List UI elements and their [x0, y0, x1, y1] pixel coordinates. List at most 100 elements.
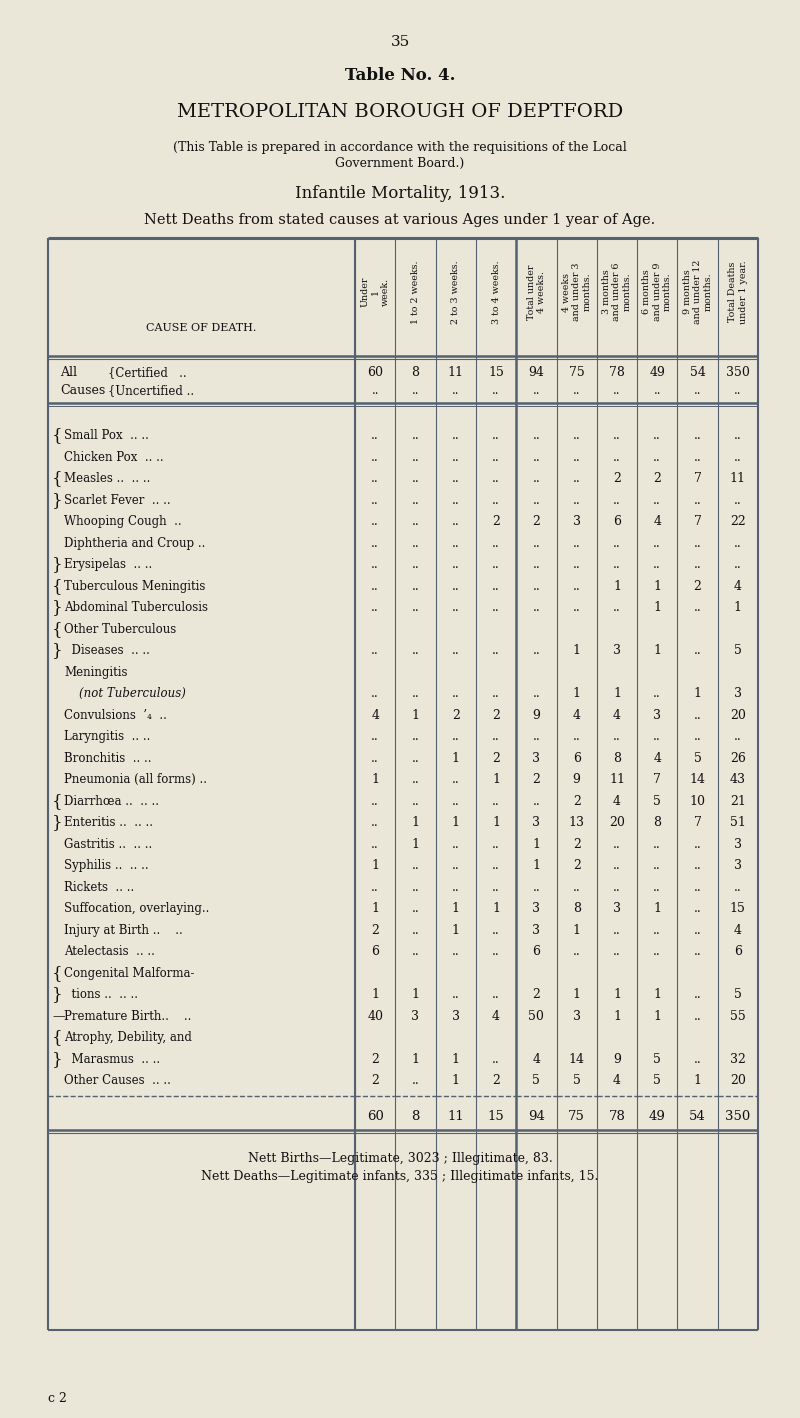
Text: ..: ..	[371, 493, 379, 506]
Text: c 2: c 2	[48, 1391, 67, 1404]
Text: ..: ..	[371, 688, 379, 700]
Text: ..: ..	[734, 559, 742, 571]
Text: ..: ..	[371, 472, 379, 485]
Text: ..: ..	[452, 430, 460, 442]
Text: 11: 11	[447, 1110, 464, 1123]
Text: Other Causes  .. ..: Other Causes .. ..	[64, 1075, 171, 1088]
Text: ..: ..	[411, 601, 419, 614]
Text: 11: 11	[448, 366, 464, 380]
Text: ..: ..	[694, 988, 702, 1001]
Text: 4: 4	[734, 580, 742, 593]
Text: 2: 2	[492, 709, 500, 722]
Text: }: }	[52, 1051, 62, 1068]
Text: ..: ..	[411, 923, 419, 937]
Text: ..: ..	[613, 601, 621, 614]
Text: ..: ..	[411, 730, 419, 743]
Text: ..: ..	[654, 946, 661, 959]
Text: Convulsions  ’₄  ..: Convulsions ’₄ ..	[64, 709, 167, 722]
Text: Scarlet Fever  .. ..: Scarlet Fever .. ..	[64, 493, 170, 506]
Text: 3: 3	[573, 1010, 581, 1022]
Text: 9: 9	[613, 1052, 621, 1066]
Text: ..: ..	[654, 430, 661, 442]
Text: 1: 1	[573, 923, 581, 937]
Text: {: {	[52, 621, 62, 638]
Text: ..: ..	[492, 493, 500, 506]
Text: Infantile Mortality, 1913.: Infantile Mortality, 1913.	[295, 186, 505, 203]
Text: 78: 78	[609, 366, 625, 380]
Text: ..: ..	[533, 794, 540, 808]
Text: ..: ..	[654, 384, 661, 397]
Text: 350: 350	[726, 366, 750, 380]
Text: Total under
4 weeks.: Total under 4 weeks.	[526, 264, 546, 319]
Text: 2: 2	[533, 773, 540, 786]
Text: 4: 4	[654, 752, 662, 764]
Text: 2: 2	[573, 794, 581, 808]
Text: ..: ..	[573, 451, 581, 464]
Text: ..: ..	[492, 838, 500, 851]
Text: ..: ..	[371, 451, 379, 464]
Text: ..: ..	[613, 451, 621, 464]
Text: 1: 1	[532, 838, 540, 851]
Text: ..: ..	[492, 580, 500, 593]
Text: ..: ..	[411, 536, 419, 550]
Text: ..: ..	[371, 752, 379, 764]
Text: ..: ..	[452, 794, 460, 808]
Text: ..: ..	[492, 988, 500, 1001]
Text: ..: ..	[411, 430, 419, 442]
Text: 1: 1	[492, 773, 500, 786]
Text: 4: 4	[613, 794, 621, 808]
Text: ..: ..	[533, 536, 540, 550]
Text: 3: 3	[734, 688, 742, 700]
Text: ..: ..	[694, 1010, 702, 1022]
Text: ..: ..	[533, 430, 540, 442]
Text: 7: 7	[694, 515, 702, 527]
Text: 3: 3	[532, 902, 540, 915]
Text: 4: 4	[573, 709, 581, 722]
Text: ..: ..	[452, 773, 460, 786]
Text: 8: 8	[654, 817, 662, 830]
Text: 15: 15	[730, 902, 746, 915]
Text: 9: 9	[533, 709, 540, 722]
Text: ..: ..	[533, 601, 540, 614]
Text: ..: ..	[371, 730, 379, 743]
Text: Chicken Pox  .. ..: Chicken Pox .. ..	[64, 451, 164, 464]
Text: ..: ..	[492, 794, 500, 808]
Text: 1: 1	[694, 688, 702, 700]
Text: 5: 5	[533, 1075, 540, 1088]
Text: (not Tuberculous): (not Tuberculous)	[64, 688, 186, 700]
Text: 8: 8	[613, 752, 621, 764]
Text: ..: ..	[492, 472, 500, 485]
Text: 11: 11	[730, 472, 746, 485]
Text: Meningitis: Meningitis	[64, 665, 127, 679]
Text: ..: ..	[452, 472, 460, 485]
Text: ..: ..	[452, 493, 460, 506]
Text: ..: ..	[371, 536, 379, 550]
Text: ..: ..	[452, 688, 460, 700]
Text: ..: ..	[613, 881, 621, 893]
Text: }: }	[52, 492, 62, 509]
Text: ..: ..	[452, 515, 460, 527]
Text: 14: 14	[690, 773, 706, 786]
Text: 5: 5	[694, 752, 702, 764]
Text: 2: 2	[371, 1075, 379, 1088]
Text: ..: ..	[654, 838, 661, 851]
Text: ..: ..	[411, 580, 419, 593]
Text: ..: ..	[411, 881, 419, 893]
Text: ..: ..	[452, 601, 460, 614]
Text: ..: ..	[492, 451, 500, 464]
Text: ..: ..	[654, 559, 661, 571]
Text: ..: ..	[411, 451, 419, 464]
Text: Diarrhœa ..  .. ..: Diarrhœa .. .. ..	[64, 794, 159, 808]
Text: 1: 1	[654, 644, 662, 657]
Text: 1: 1	[411, 838, 419, 851]
Text: ..: ..	[613, 559, 621, 571]
Text: 1: 1	[734, 601, 742, 614]
Text: ..: ..	[533, 730, 540, 743]
Text: Gastritis ..  .. ..: Gastritis .. .. ..	[64, 838, 152, 851]
Text: ..: ..	[573, 384, 581, 397]
Text: 1: 1	[654, 580, 662, 593]
Text: ..: ..	[371, 794, 379, 808]
Text: ..: ..	[694, 709, 702, 722]
Text: 54: 54	[689, 1110, 706, 1123]
Text: tions ..  .. ..: tions .. .. ..	[64, 988, 138, 1001]
